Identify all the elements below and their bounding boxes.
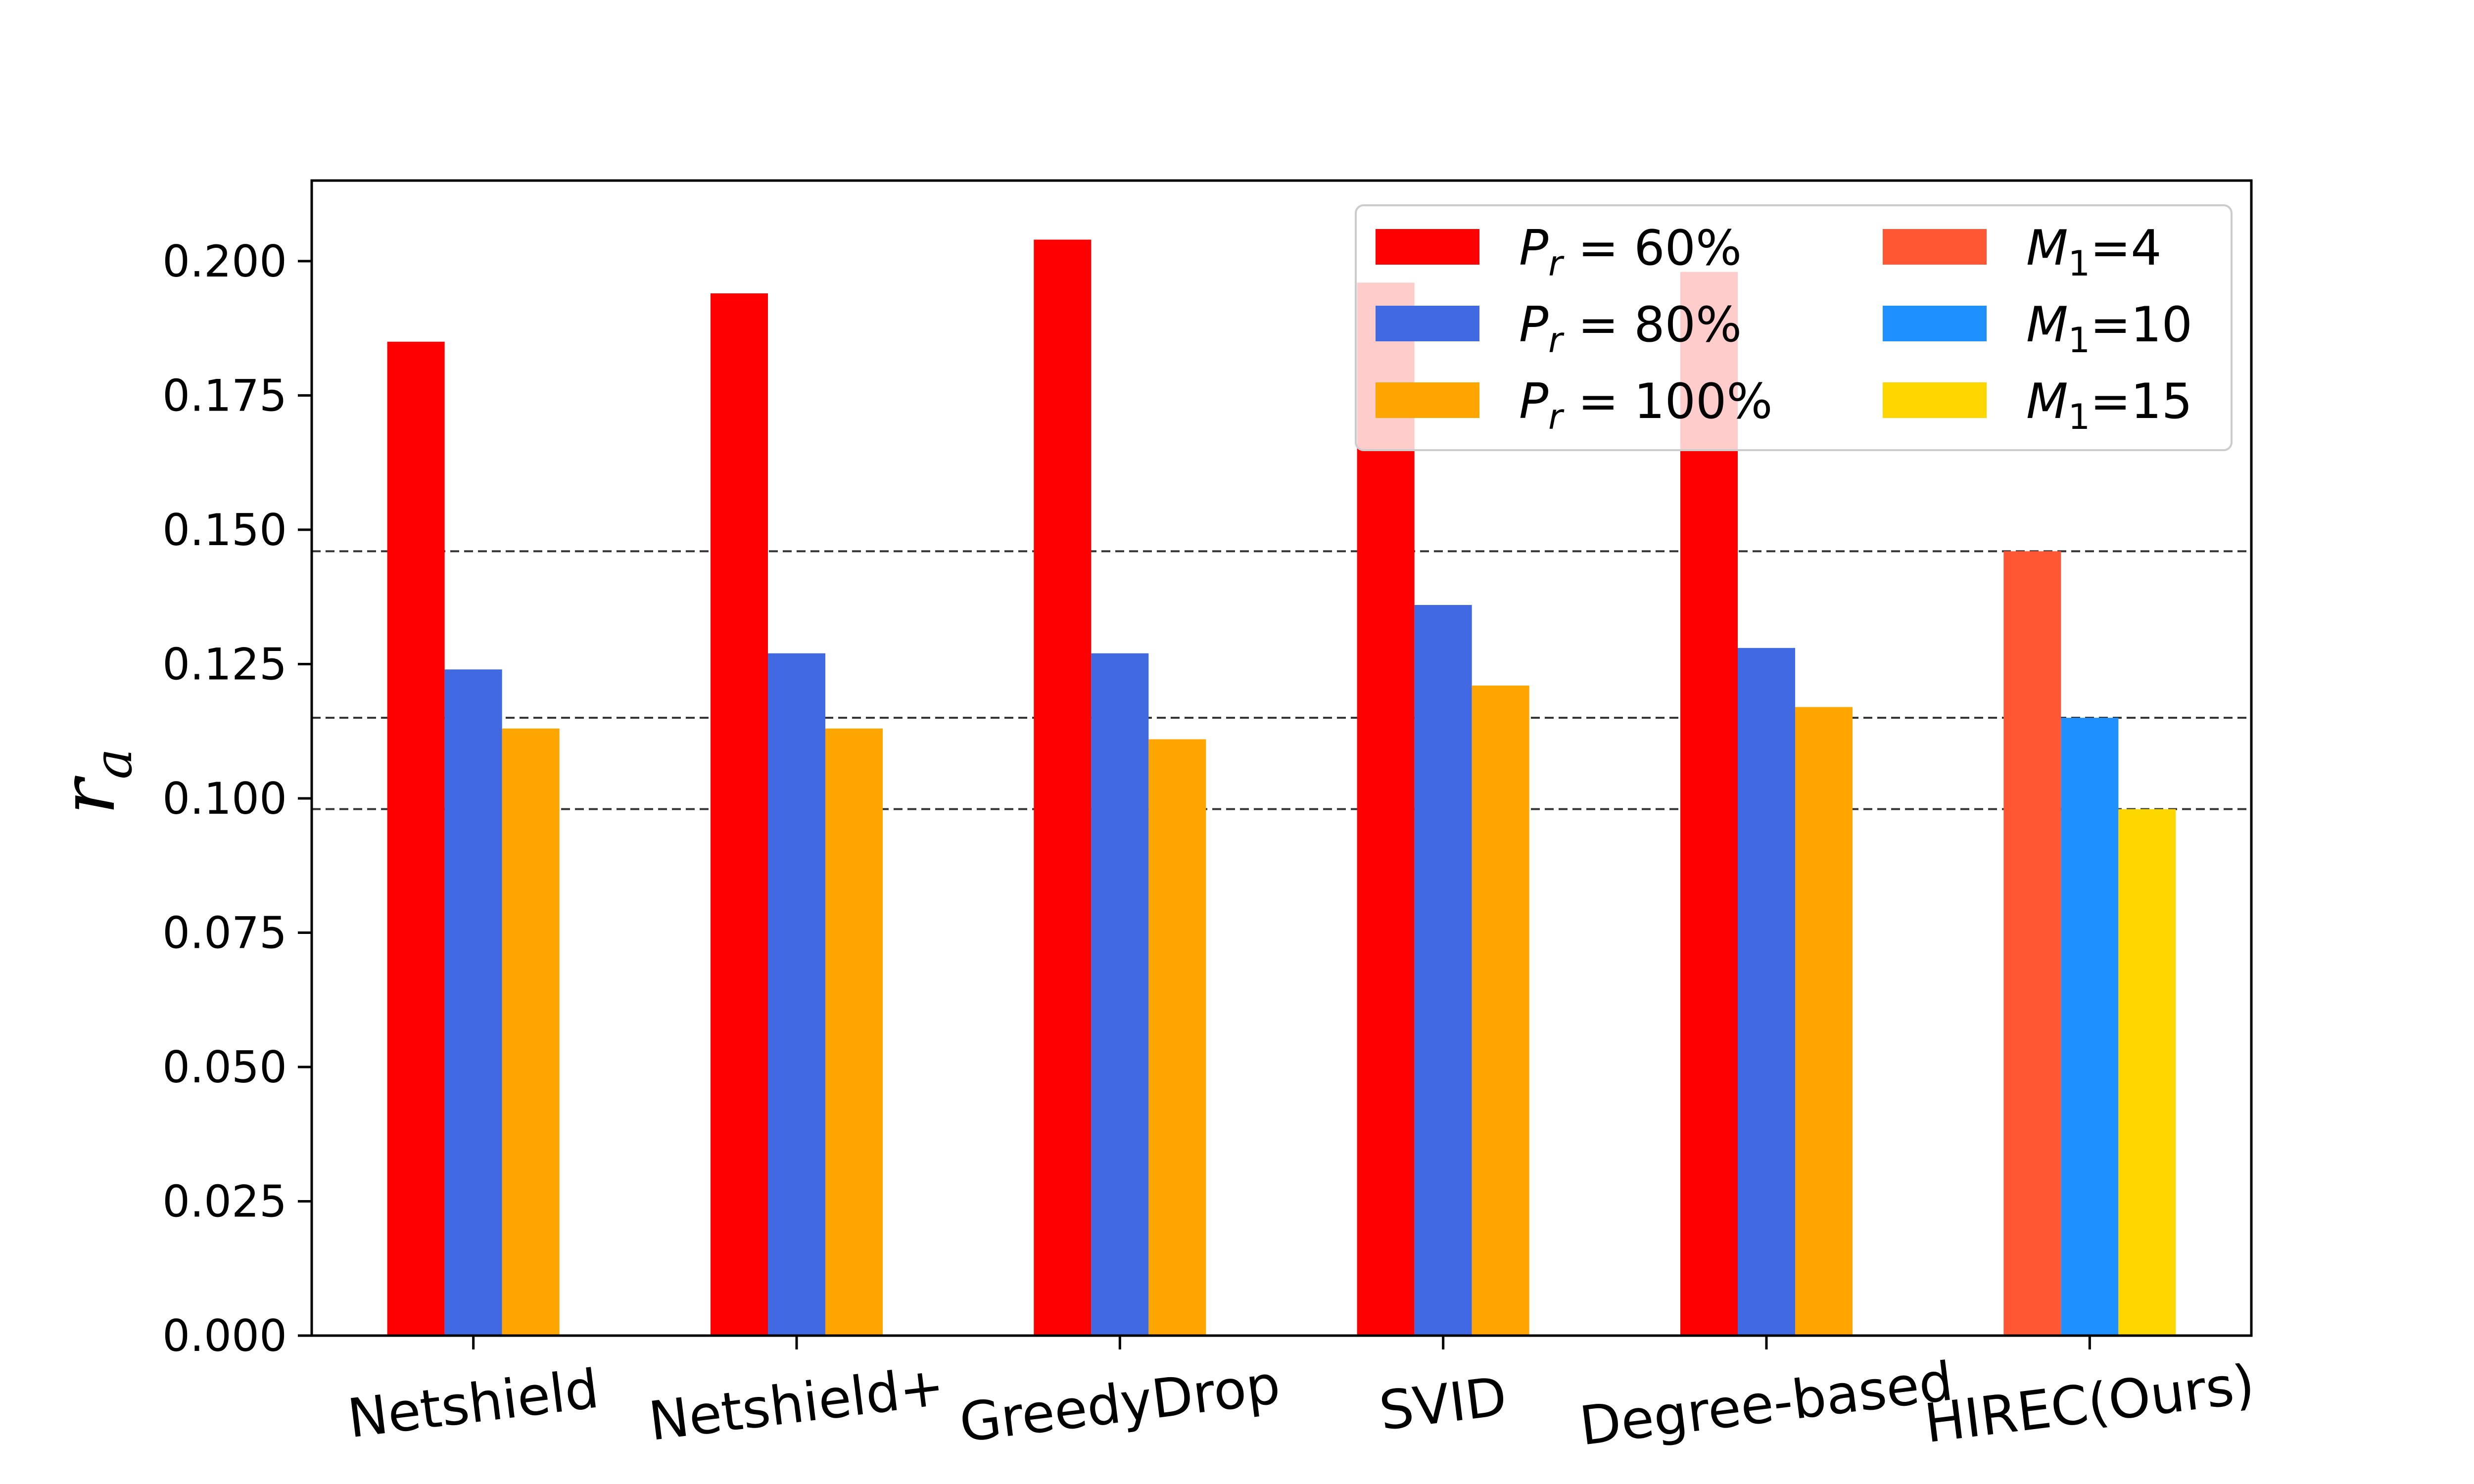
bar-hirec-ours--series-5	[2061, 718, 2119, 1336]
x-tick-label-degree-based: Degree-based	[1576, 1350, 1956, 1457]
x-tick-label-netshield: Netshield	[344, 1358, 602, 1450]
x-axis-ticks: Netshield Netshield+ GreedyDrop SVID Degree-…	[344, 1336, 2258, 1458]
x-tick-label-hirec-ours-: HIREC(Ours)	[1921, 1353, 2258, 1455]
bar-netshield--series-1	[711, 293, 768, 1336]
y-tick-label: 0.075	[162, 907, 287, 958]
bar-hirec-ours--series-6	[2118, 809, 2176, 1336]
bar-degree-based-series-2	[1738, 648, 1795, 1336]
y-tick-label: 0.000	[162, 1310, 287, 1361]
legend-box	[1355, 204, 2233, 451]
bar-degree-based-series-3	[1795, 707, 1853, 1336]
legend-swatch	[1883, 306, 1987, 341]
x-tick-label-netshield-: Netshield+	[646, 1355, 948, 1453]
bar-svid-series-2	[1414, 604, 1472, 1336]
y-tick-label: 0.175	[162, 370, 287, 421]
bars	[387, 239, 2176, 1336]
y-tick-label: 0.025	[162, 1176, 287, 1227]
y-tick-label: 0.200	[162, 236, 287, 287]
legend-label: Pr = 80%	[1519, 297, 1742, 361]
legend-label: M1=4	[2026, 220, 2162, 284]
bar-svid-series-3	[1472, 685, 1529, 1336]
bar-svid-series-1	[1357, 282, 1415, 1336]
bar-netshield-series-2	[444, 669, 502, 1336]
legend-swatch	[1376, 229, 1479, 265]
bar-greedydrop-series-3	[1148, 739, 1206, 1336]
axes	[310, 179, 2253, 1337]
y-tick-label: 0.100	[162, 773, 287, 824]
legend-label: M1=15	[2026, 373, 2192, 437]
legend-label: Pr = 60%	[1519, 220, 1742, 284]
legend-label: M1=10	[2026, 297, 2192, 361]
bar-hirec-ours--series-4	[2003, 551, 2061, 1336]
bar-netshield-series-3	[502, 728, 560, 1336]
reference-lines	[312, 550, 2251, 810]
y-axis-title: ra	[46, 748, 143, 815]
y-tick-label: 0.150	[162, 505, 287, 556]
bar-netshield--series-2	[768, 653, 825, 1336]
legend-label: Pr = 100%	[1519, 373, 1772, 437]
plot-frame	[310, 179, 2253, 1337]
x-tick-label-greedydrop: GreedyDrop	[956, 1354, 1284, 1454]
x-tick-label-svid: SVID	[1376, 1366, 1510, 1442]
y-tick-label: 0.050	[162, 1042, 287, 1093]
bar-greedydrop-series-1	[1034, 239, 1092, 1336]
legend: Pr = 60% Pr = 80% Pr = 100% M1=4 M1=10 M1=15	[1355, 204, 2233, 451]
legend-swatch	[1376, 382, 1479, 418]
y-axis-ticks: 0.000 0.025 0.050 0.075 0.100 0.125 0.150 0.175…	[162, 236, 312, 1361]
legend-swatch	[1883, 382, 1987, 418]
bar-greedydrop-series-2	[1091, 653, 1149, 1336]
legend-swatch	[1376, 306, 1479, 341]
bar-netshield-series-1	[387, 341, 445, 1336]
legend-swatch	[1883, 229, 1987, 265]
bar-netshield--series-3	[825, 728, 883, 1336]
y-axis-label: ra	[46, 748, 143, 815]
y-tick-label: 0.125	[162, 639, 287, 690]
